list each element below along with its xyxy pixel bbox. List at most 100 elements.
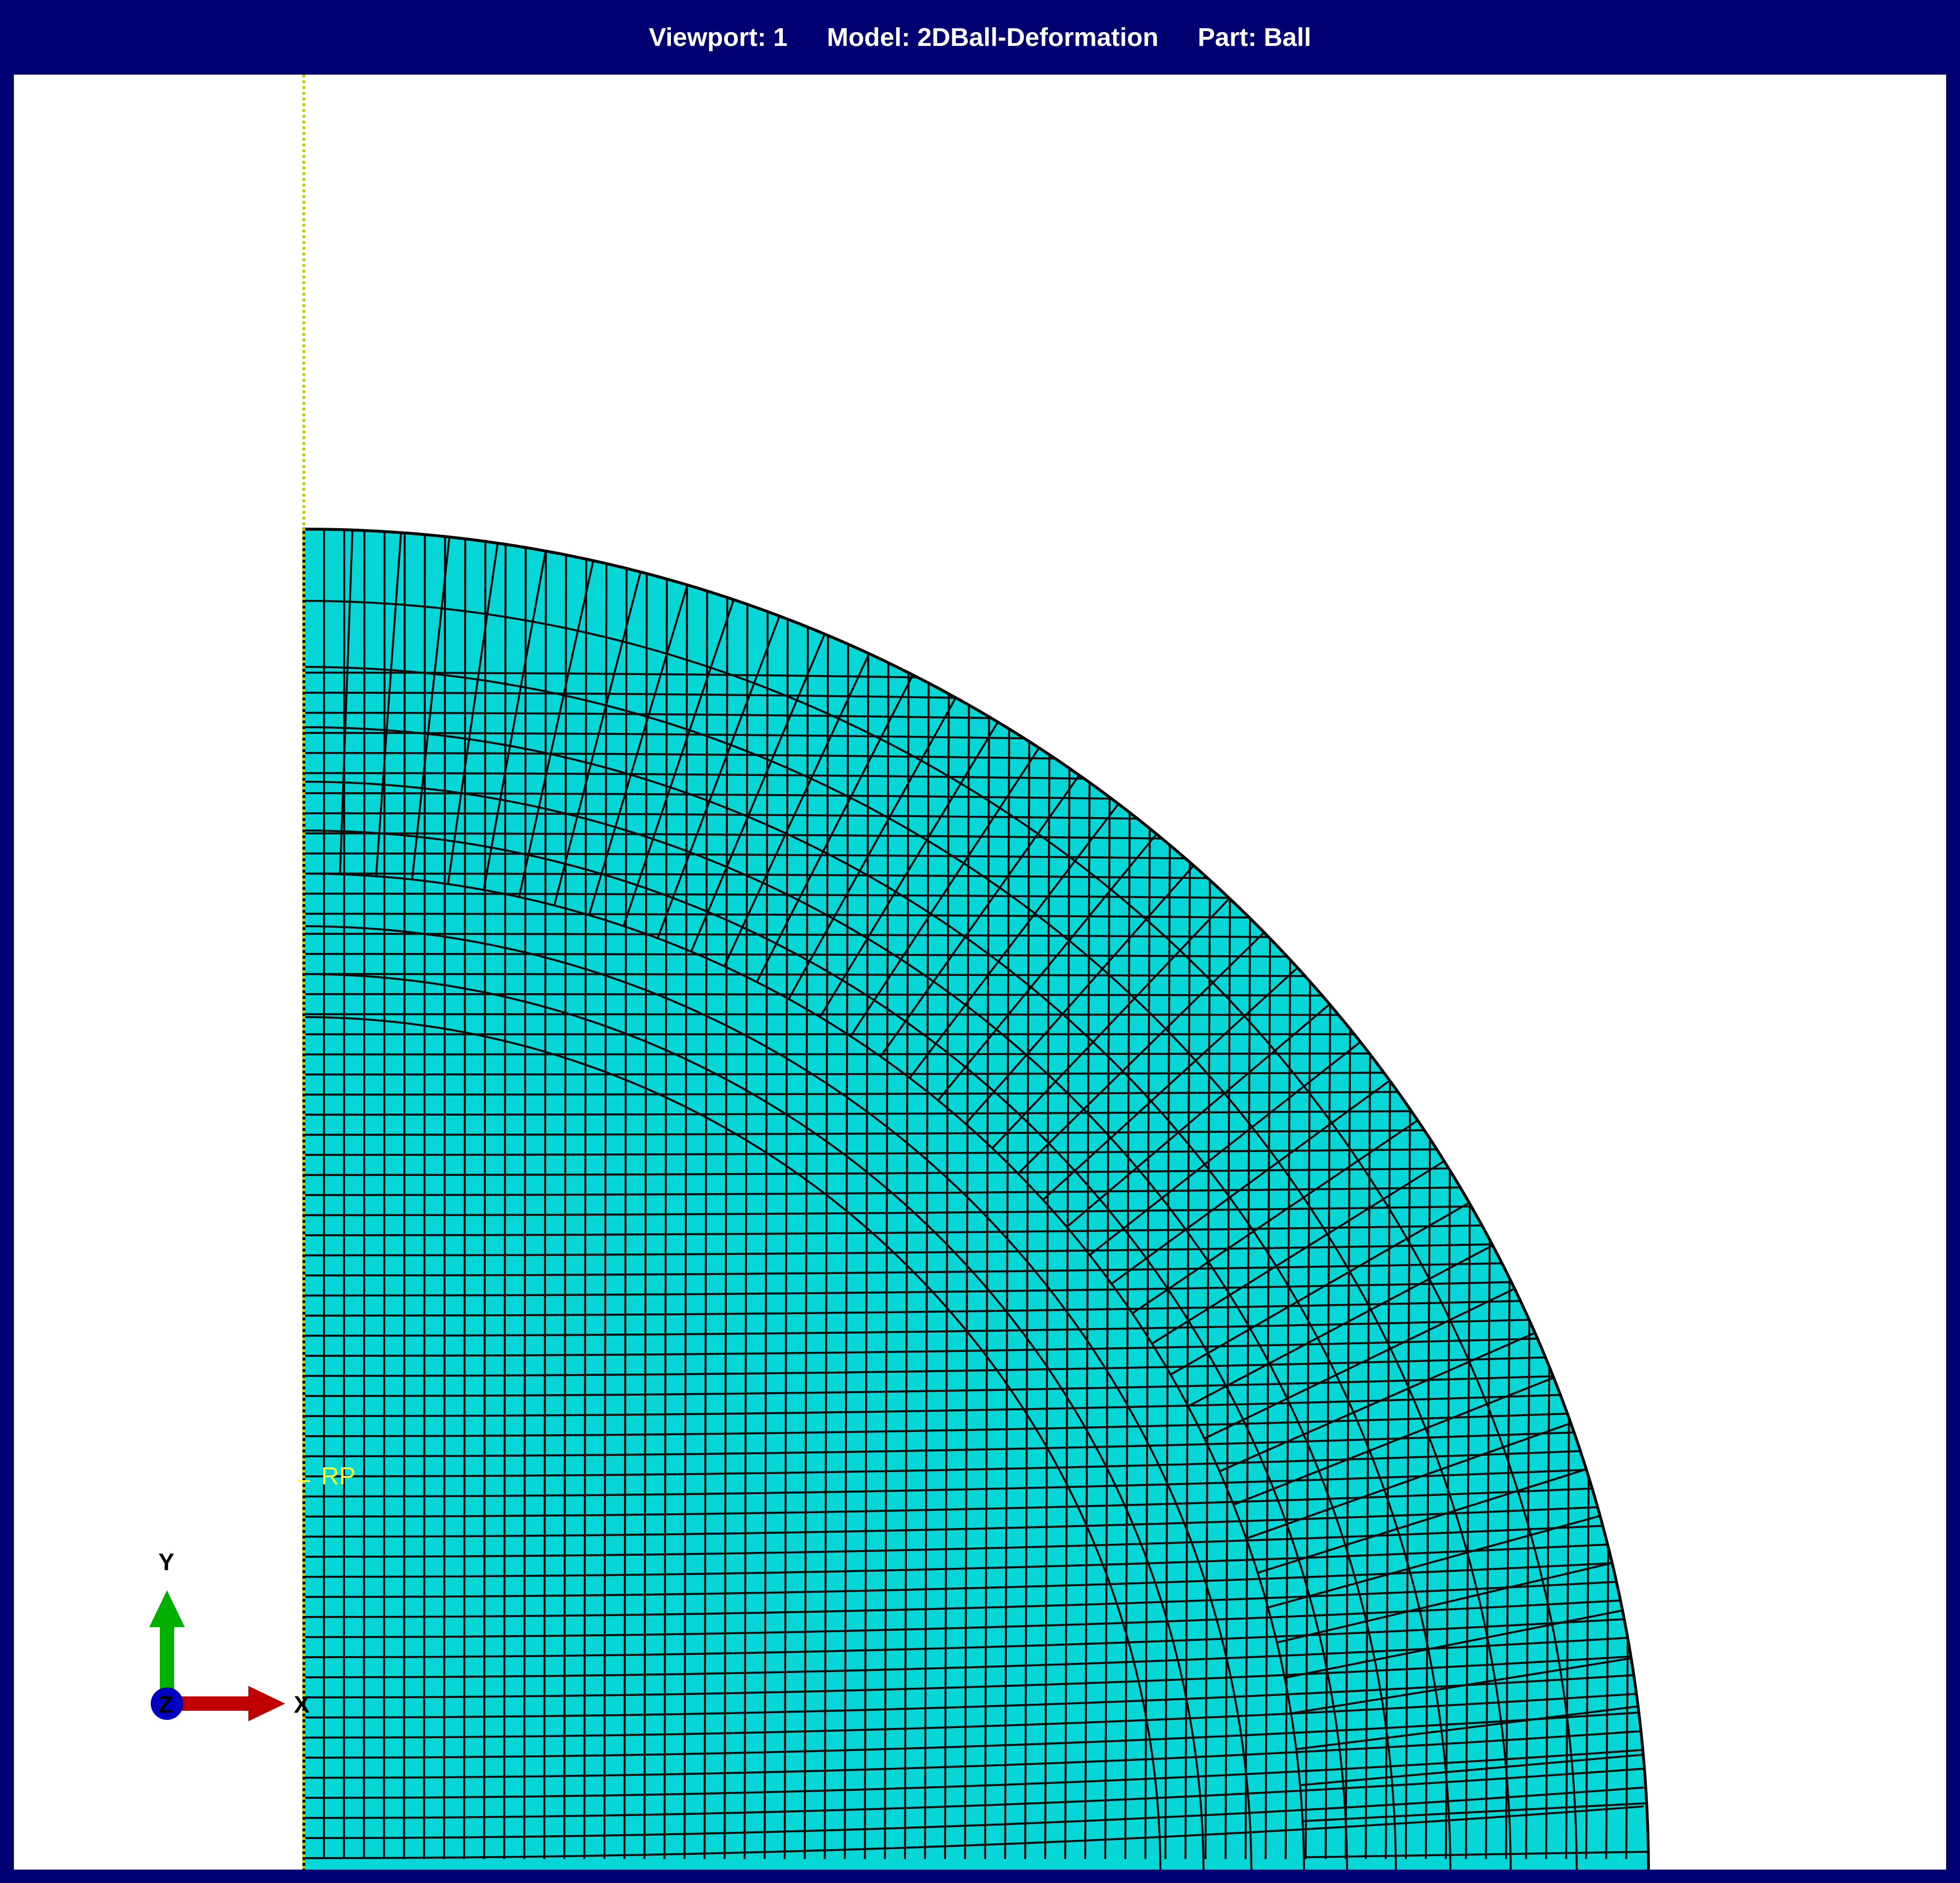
mesh-grid-row-line <box>304 1372 1644 1397</box>
mesh-grid-row-line <box>304 1485 1644 1518</box>
mesh-grid-row-line <box>304 1523 1644 1558</box>
mesh-spoke-line <box>1303 1850 1648 1859</box>
mesh-grid-row-line <box>304 1165 1644 1176</box>
mesh-grid-row-line <box>304 1730 1644 1779</box>
mesh-grid-col-line <box>343 529 345 1860</box>
mesh-grid-row-line <box>304 1767 1644 1819</box>
mesh-grid-row-line <box>304 1504 1644 1538</box>
mesh-grid-col-line <box>724 529 729 1860</box>
mesh-grid-col-line <box>603 529 608 1859</box>
mesh-canvas[interactable] <box>14 75 1946 1870</box>
triad-x-arrow-head <box>248 1686 285 1721</box>
mesh-spoke-line <box>1219 1332 1536 1473</box>
mesh-grid-col-line <box>824 529 830 1860</box>
triad-x-label: X <box>294 1691 310 1718</box>
mesh-grid-row-line <box>304 1749 1644 1799</box>
mesh-spoke-line <box>1277 1562 1613 1644</box>
mesh-grid-col-line <box>964 529 971 1860</box>
mesh-transition-line <box>304 973 1205 1870</box>
mesh-grid-col-line <box>443 529 446 1859</box>
mesh-grid-row-line <box>304 1296 1644 1317</box>
mesh-spoke-line <box>909 803 1119 1079</box>
mesh-grid-row-line <box>304 1259 1644 1277</box>
mesh-spoke-line <box>657 615 780 939</box>
mesh-spoke-line <box>623 599 735 927</box>
triad-y-label: Y <box>158 1549 175 1575</box>
mesh-transition-line <box>304 1016 1162 1870</box>
mesh-grid-col-line <box>523 529 527 1859</box>
viewport-canvas[interactable]: RP Y X Z <box>14 75 1946 1870</box>
mesh-grid-row-line <box>304 1786 1644 1839</box>
mesh-spoke-line <box>756 674 914 983</box>
mesh-grid-col-line <box>503 529 507 1860</box>
mesh-spoke-line <box>411 537 451 880</box>
model-name-label: Model: 2DBall-Deformation <box>826 23 1159 52</box>
ball-outline <box>302 527 1650 1870</box>
mesh-spoke-line <box>690 633 826 952</box>
mesh-grid-row-line <box>304 1636 1644 1679</box>
mesh-grid-row-line <box>304 1541 1644 1578</box>
mesh-grid-row-line <box>304 1598 1644 1639</box>
axis-triad <box>149 1590 285 1721</box>
mesh-spoke-line <box>1203 1287 1515 1440</box>
mesh-grid-col-line <box>844 529 850 1860</box>
mesh-spoke-line <box>375 532 402 876</box>
mesh-grid-col-line <box>623 529 628 1860</box>
mesh-grid-col-line <box>884 529 890 1860</box>
mesh-grid-col-line <box>563 529 568 1860</box>
mesh-grid-row-line <box>304 1146 1644 1156</box>
mesh-grid-col-line <box>703 529 709 1860</box>
reference-point-label: RP <box>321 1462 356 1490</box>
mesh-spoke-line <box>1066 1003 1330 1228</box>
mesh-grid-row-line <box>304 1221 1644 1237</box>
mesh-spoke-line <box>1089 1041 1361 1256</box>
mesh-grid-col-line <box>683 529 689 1860</box>
mesh-spoke-line <box>1187 1244 1493 1407</box>
mesh-grid-col-line <box>944 529 951 1860</box>
mesh-grid-col-line <box>744 529 749 1860</box>
mesh-grid-col-line <box>643 529 648 1860</box>
mesh-grid-col-line <box>483 529 487 1860</box>
mesh-grid-col-line <box>463 529 467 1859</box>
mesh-spoke-line <box>1257 1468 1587 1574</box>
mesh-grid-col-line <box>423 529 426 1860</box>
mesh-grid-col-line <box>763 529 769 1860</box>
mesh-spoke-line <box>937 833 1158 1101</box>
mesh-grid-row-line <box>304 1429 1644 1458</box>
mesh-spoke-line <box>339 530 354 875</box>
mesh-grid-col-line <box>583 529 588 1860</box>
mesh-grid-row-line <box>304 1409 1644 1438</box>
mesh-grid-col-line <box>864 529 870 1860</box>
triad-z-axis-dot <box>151 1687 183 1720</box>
mesh-transition-line <box>304 925 1253 1870</box>
mesh-spoke-line <box>1268 1515 1601 1609</box>
mesh-grid-row-line <box>304 1673 1644 1719</box>
mesh-spoke-line <box>1042 967 1298 1201</box>
mesh-grid-row-line <box>304 1617 1644 1659</box>
mesh-grid-row-line <box>304 1654 1644 1699</box>
mesh-grid-row-line <box>304 1560 1644 1598</box>
mesh-grid-row-line <box>304 1353 1644 1377</box>
mesh-grid-col-line <box>783 529 789 1860</box>
mesh-grid-col-line <box>924 529 931 1860</box>
mesh-spoke-line <box>1302 1802 1647 1822</box>
part-name-label: Part: Ball <box>1198 23 1312 52</box>
mesh-grid-row-line <box>304 1240 1644 1257</box>
triad-y-arrow-head <box>149 1590 185 1627</box>
mesh-grid-col-line <box>383 529 386 1859</box>
mesh-grid-row-line <box>304 1579 1644 1618</box>
mesh-grid-col-line <box>663 529 668 1860</box>
mesh-grid-row-line <box>304 1805 1644 1860</box>
mesh-grid-row-line <box>304 1278 1644 1297</box>
mesh-grid-col-line <box>543 529 547 1859</box>
mesh-grid-row-line <box>304 1447 1644 1478</box>
mesh-grid-row-line <box>304 1391 1644 1418</box>
triad-z-label: Z <box>158 1691 173 1718</box>
mesh-grid-row-line <box>304 1202 1644 1217</box>
mesh-grid-row-line <box>304 1466 1644 1498</box>
viewport-number-label: Viewport: 1 <box>648 23 788 52</box>
mesh-spoke-line <box>518 560 594 897</box>
mesh-grid-row-line <box>304 1316 1644 1337</box>
mesh-grid-col-line <box>904 529 910 1860</box>
